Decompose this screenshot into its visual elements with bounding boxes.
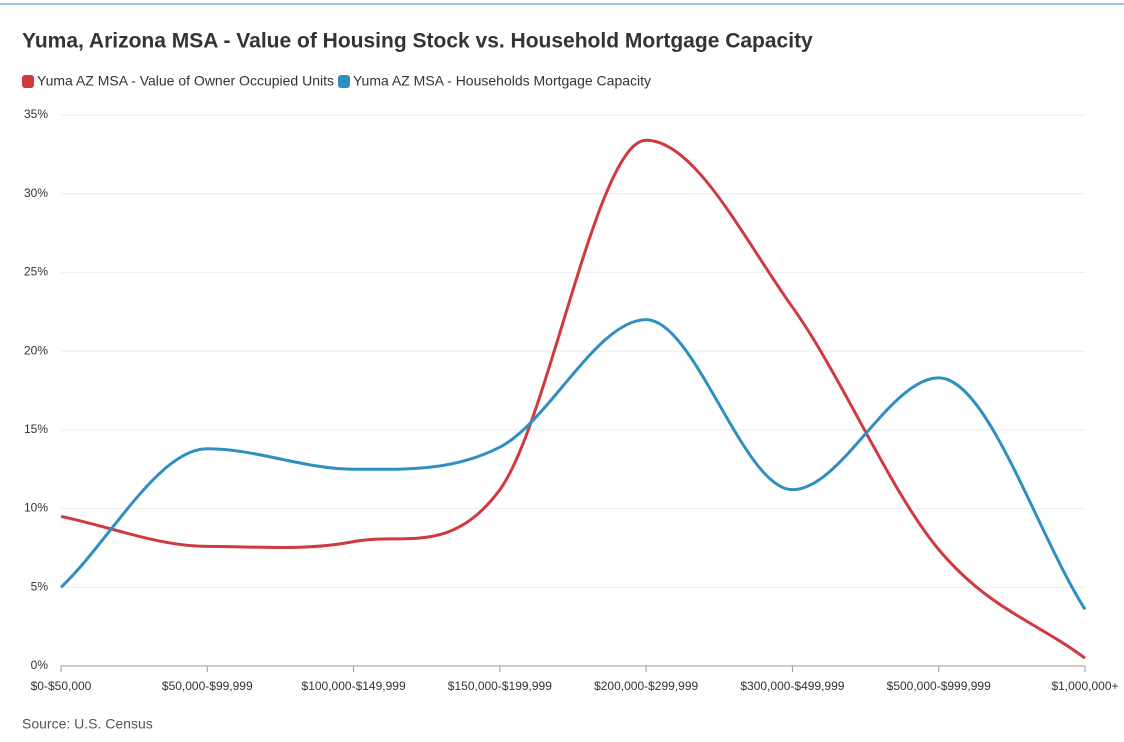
x-tick-label: $150,000-$199,999 (448, 679, 552, 693)
y-tick-label: 10% (24, 501, 48, 515)
x-tick-label: $1,000,000+ (1051, 679, 1118, 693)
x-tick-label: $0-$50,000 (31, 679, 92, 693)
x-tick-label: $300,000-$499,999 (740, 679, 844, 693)
y-tick-label: 20% (24, 343, 48, 357)
series-line (60, 138, 1086, 660)
y-tick-label: 30% (24, 186, 48, 200)
legend-swatch (22, 75, 34, 88)
y-tick-label: 15% (24, 422, 48, 436)
x-tick-label: $100,000-$149,999 (302, 679, 406, 693)
chart-title: Yuma, Arizona MSA - Value of Housing Sto… (22, 30, 813, 53)
y-tick-label: 0% (31, 658, 49, 672)
x-tick-label: $500,000-$999,999 (887, 679, 991, 693)
x-tick-label: $200,000-$299,999 (594, 679, 698, 693)
legend-label: Yuma AZ MSA - Value of Owner Occupied Un… (37, 73, 334, 89)
x-tick-label: $50,000-$99,999 (162, 679, 253, 693)
source: Source: U.S. Census (22, 716, 153, 732)
y-tick-label: 25% (24, 265, 48, 279)
legend-swatch (337, 75, 350, 88)
legend-label: Yuma AZ MSA - Households Mortgage Capaci… (353, 73, 651, 89)
y-tick-label: 35% (24, 107, 48, 121)
series-line (59, 318, 1087, 611)
y-tick-label: 5% (31, 579, 49, 593)
